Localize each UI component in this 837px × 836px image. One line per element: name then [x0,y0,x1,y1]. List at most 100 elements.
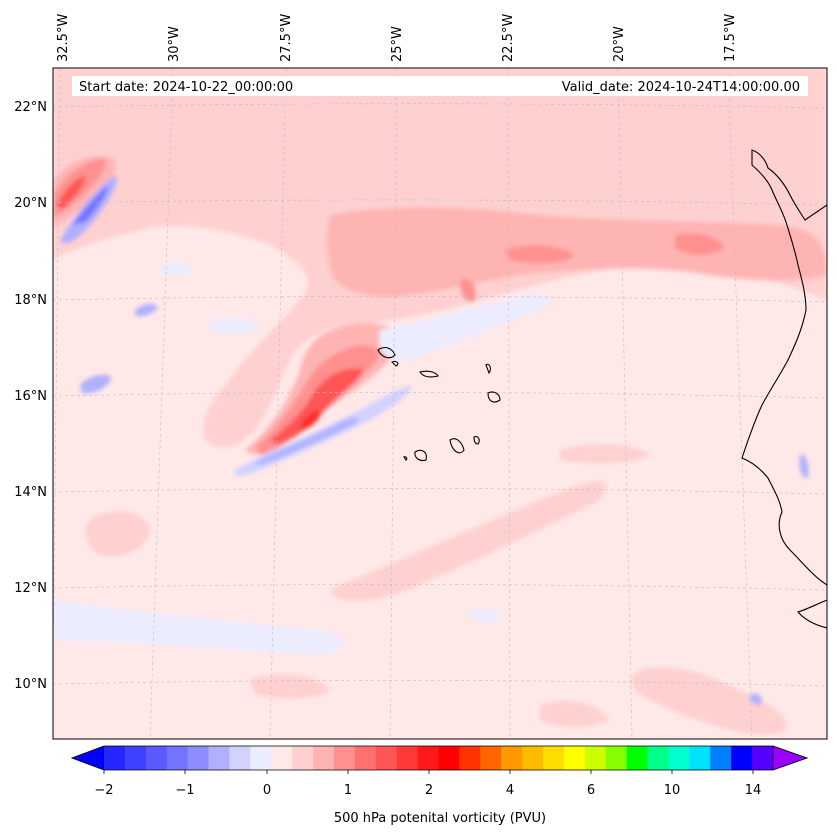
lon-label-5: 22.5°W [501,14,516,62]
coastlines [377,149,827,629]
pv-patch-south-3 [85,511,150,557]
colorbar-segment [480,746,502,770]
gridline-lon-2 [149,68,174,739]
colorbar-segment [396,746,418,770]
colorbar-segment [438,746,460,770]
cbar-tick-label-1: −2 [94,783,113,798]
cbar-tick-label-4: 1 [344,783,352,798]
pv-neg-ridge-core [255,417,359,465]
gridline-lon-7 [727,68,753,739]
island-9 [403,456,408,461]
colorbar-segment [313,746,335,770]
gridline-lat-22 [53,103,827,109]
pv-neg-south [53,600,343,655]
gridline-lat-14 [53,488,827,495]
map-frame [52,67,828,740]
coastline-senegal-south [797,599,827,629]
gridline-lon-4 [389,68,398,739]
colorbar-segment [605,746,628,770]
colorbar-segment [166,746,189,770]
colorbar-segment [417,746,439,770]
colorbar-segment [563,746,586,770]
cbar-tick-label-8: 10 [664,783,681,798]
lat-label-12: 12°N [14,581,47,596]
colorbar-segment [626,746,648,770]
gridline-lat-10 [53,680,827,687]
cbar-tick-label-3: 0 [263,783,271,798]
lat-label-16: 16°N [14,389,47,404]
colorbar-segment [104,746,126,770]
cbar-tick-label-5: 2 [425,783,433,798]
colorbar-label: 500 hPa potenital vorticity (PVU) [334,811,546,826]
cbar-tick-label-2: −1 [175,783,194,798]
colorbar-segment [668,746,690,770]
pv-peak [300,410,322,430]
lon-label-2: 30°W [167,26,182,62]
colorbar-extend-min [71,745,105,771]
lat-label-22: 22°N [14,100,47,115]
colorbar-segment [647,746,669,770]
lon-label-6: 20°W [612,26,627,62]
colorbar-segment [124,746,147,770]
island-6 [449,438,465,454]
gridline-lon-5 [507,68,511,739]
gridline-lon-3 [269,68,287,739]
pv-neg-band-centre [379,294,549,361]
gridline-lon-6 [617,68,633,739]
island-1 [377,346,396,359]
colorbar-segment [187,746,209,770]
start-date-label: Start date: 2024-10-22_00:00:00 [79,80,293,95]
gridline-lat-18 [53,296,827,303]
pv-patch-south-6 [560,444,650,464]
pv-field [53,68,827,735]
cbar-tick-label-7: 6 [587,783,595,798]
valid-date-label: Valid_date: 2024-10-24T14:00:00.00 [562,80,800,95]
colorbar-segment [584,746,607,770]
colorbar-segment [229,746,251,770]
lat-label-10: 10°N [14,677,47,692]
longitude-labels: 32.5°W 30°W 27.5°W 25°W 22.5°W 20°W 17.5… [56,14,738,62]
gridline-lat-16 [53,392,827,399]
island-7 [473,436,480,445]
cbar-tick-label-9: 14 [745,783,762,798]
gridlines [53,68,827,739]
pv-band-east [326,207,827,297]
colorbar-extend-max [772,745,808,771]
map-panel [53,68,827,739]
latitude-labels: 22°N 20°N 18°N 16°N 14°N 12°N 10°N [14,100,47,692]
date-banner [72,76,808,96]
pv-max-ridge [270,368,365,445]
island-3 [419,370,439,378]
lon-label-4: 25°W [390,26,405,62]
pv-core-east [460,233,725,302]
colorbar-segment [208,746,230,770]
gridline-lat-20 [53,199,827,206]
colorbar-segment [710,746,732,770]
colorbar-segment [459,746,481,770]
colorbar-segment [292,746,314,770]
gridline-lat-12 [53,584,827,591]
lon-label-1: 32.5°W [56,14,71,62]
colorbar-segment [354,746,377,770]
colorbar-segment [333,746,356,770]
island-2 [391,360,399,367]
colorbar-segment [522,746,544,770]
pv-patch-south-5 [540,700,610,727]
colorbar-segment [271,746,293,770]
colorbar-segment [731,746,753,770]
pv-neg-west-core [72,185,108,225]
lat-label-20: 20°N [14,196,47,211]
colorbar-segment [501,746,523,770]
colorbar [70,745,809,774]
colorbar-segment [145,746,168,770]
colorbar-segment [543,746,565,770]
island-4 [485,363,491,374]
pv-patch-south-2 [631,667,787,735]
island-5 [487,391,501,403]
colorbar-segment [250,746,272,770]
coastline-africa [741,149,827,586]
lat-label-14: 14°N [14,485,47,500]
lon-label-7: 17.5°W [723,14,738,62]
colorbar-tick-labels: −2 −1 0 1 2 4 6 10 14 [94,783,761,798]
